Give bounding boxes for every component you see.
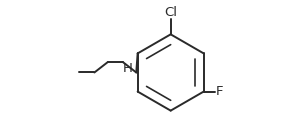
Text: H: H <box>123 62 132 75</box>
Text: F: F <box>216 85 223 98</box>
Text: Cl: Cl <box>164 6 177 19</box>
